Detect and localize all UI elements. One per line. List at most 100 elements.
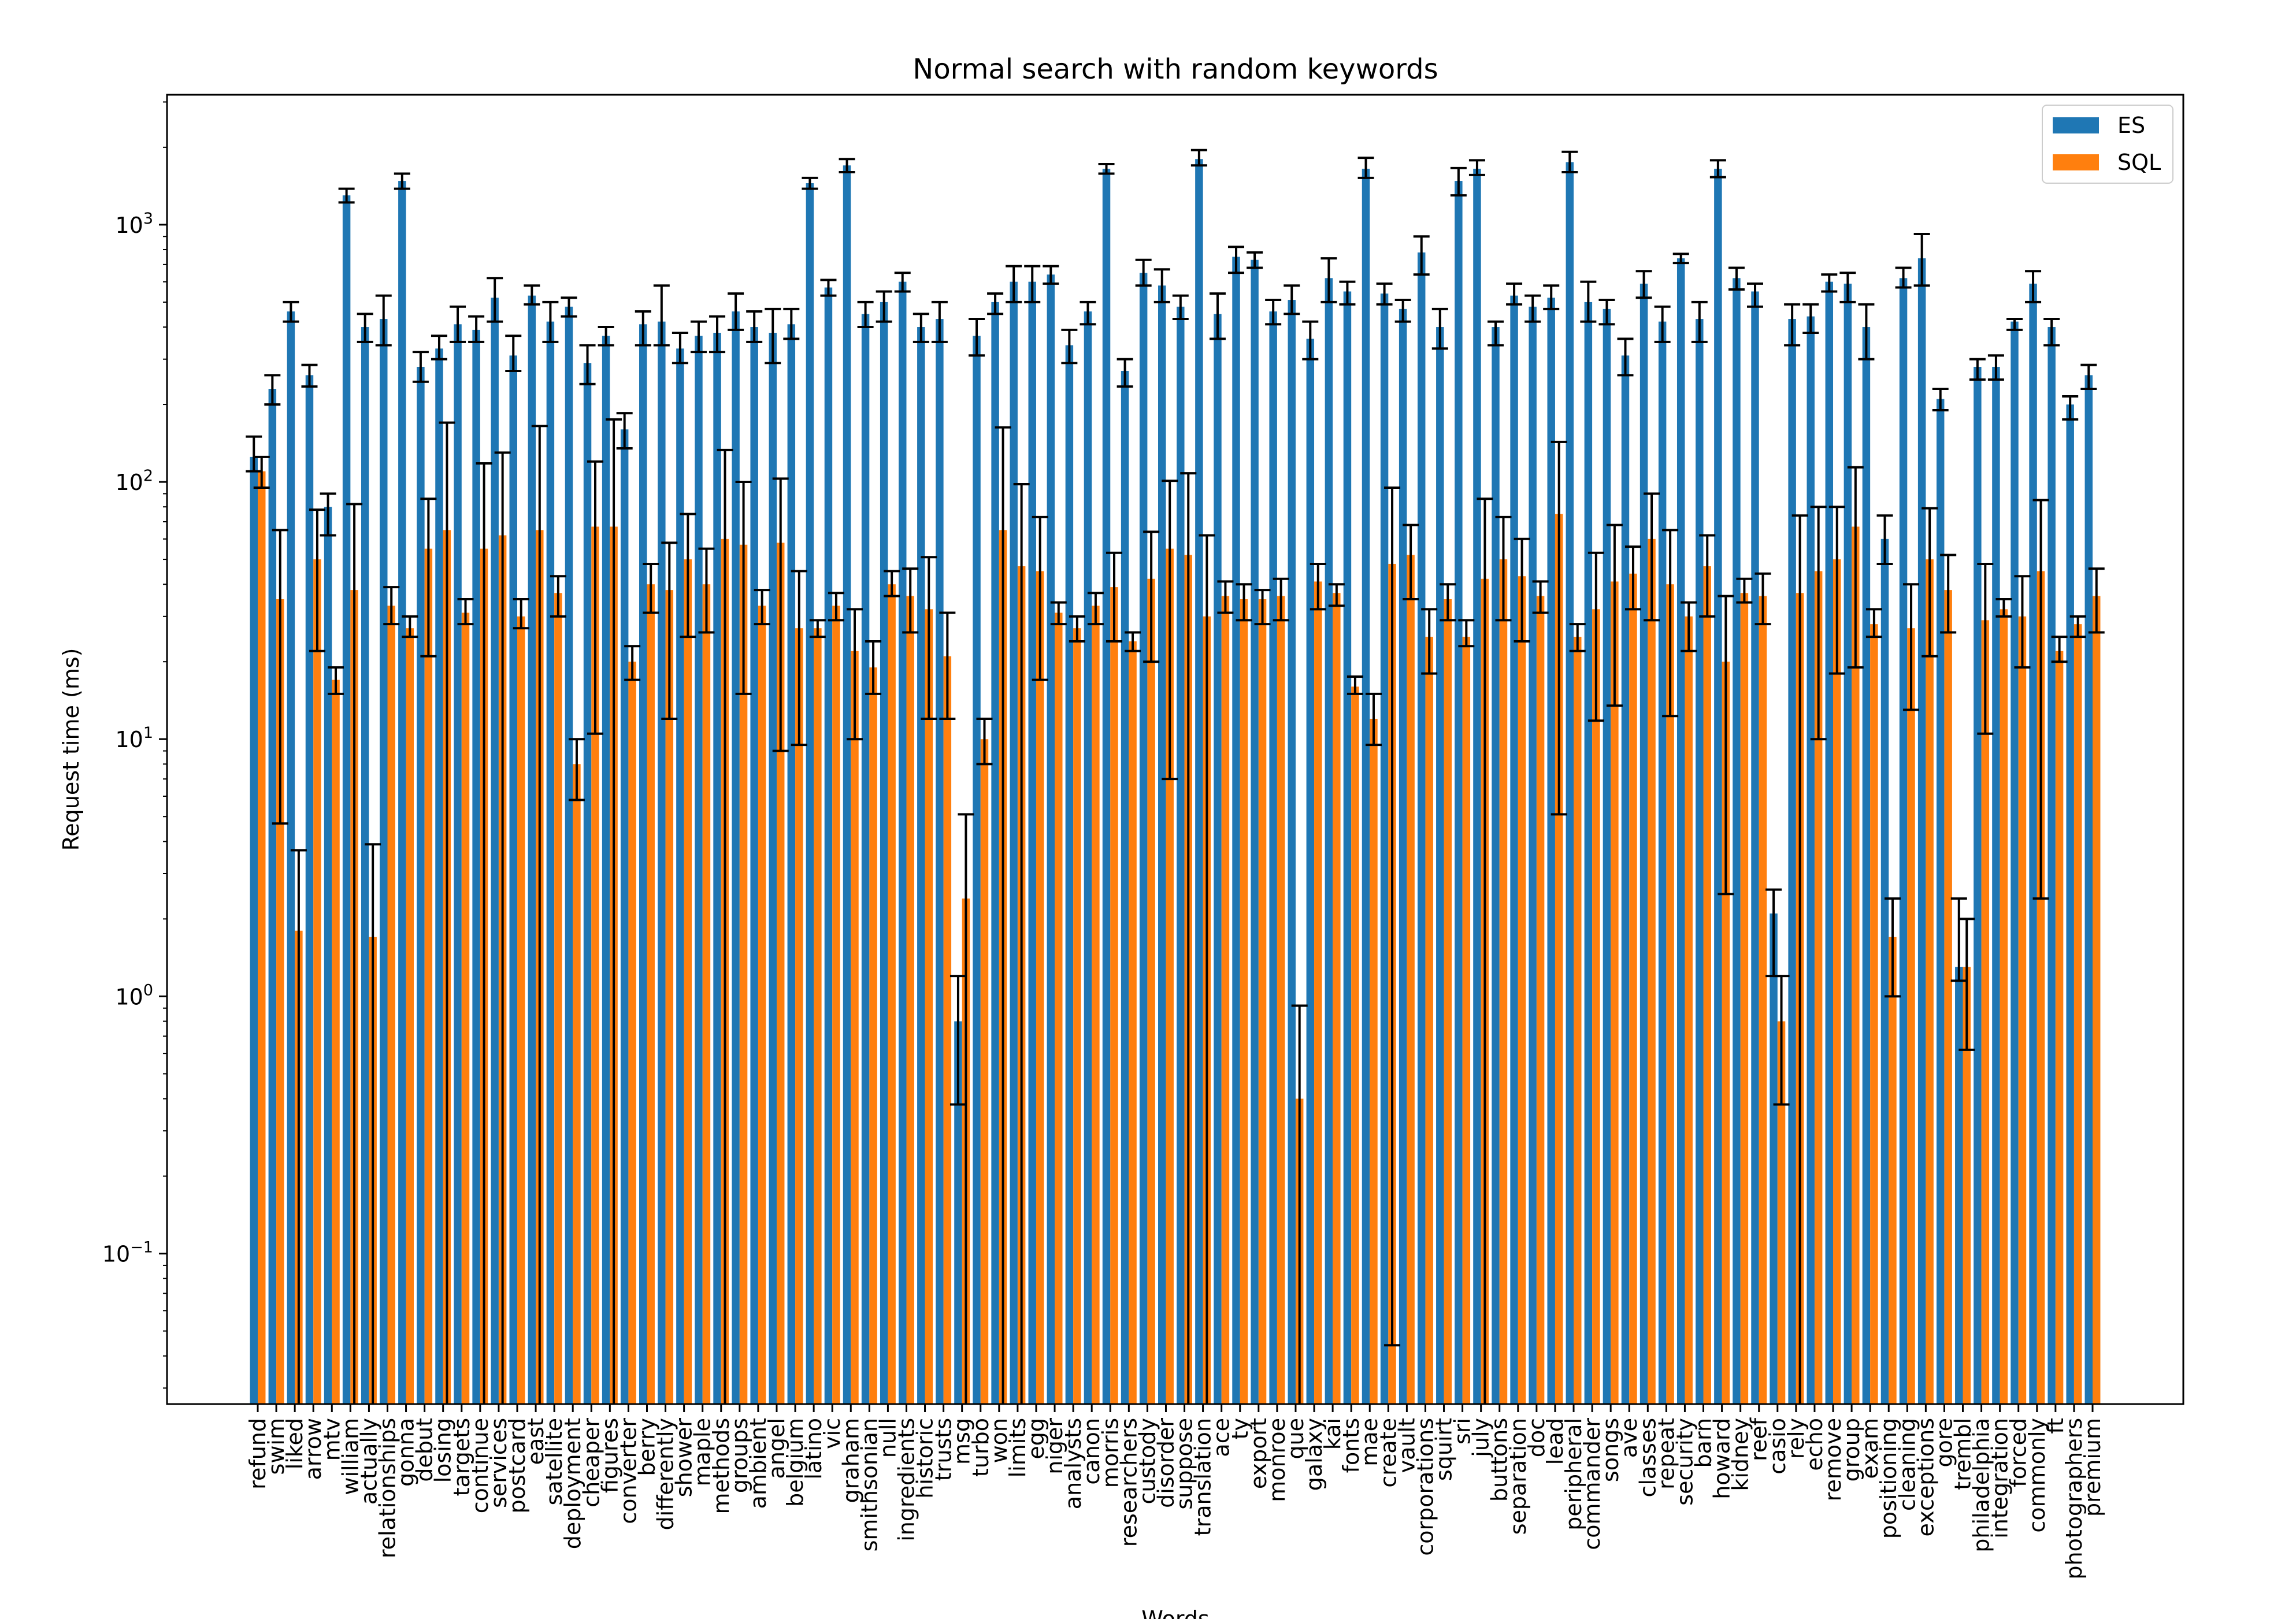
bar-es [620,429,629,1405]
bar-sql [2055,651,2064,1404]
x-tick-label: won [986,1418,1012,1463]
bar-sql [1277,596,1285,1404]
bar-es [1028,281,1036,1404]
bar-es [1696,319,1704,1404]
bar-es [342,195,351,1405]
bar-sql [1314,581,1322,1405]
bar-es [769,332,777,1405]
bar-es [1455,181,1463,1404]
x-tick-label: exam [1857,1418,1883,1479]
y-axis-label: Request time (ms) [58,648,84,851]
x-tick-label: exceptions [1913,1418,1938,1537]
x-tick-label: classes [1635,1418,1660,1498]
x-tick-label: premium [2080,1418,2105,1517]
bar-sql [795,628,803,1404]
legend: ES SQL [2042,105,2173,184]
bar-sql [258,471,266,1404]
bar-sql [1351,686,1359,1404]
x-tick-label: export [1246,1418,1271,1489]
bar-es [1047,274,1055,1404]
x-tick-label: graham [838,1418,863,1503]
bar-es [1733,278,1741,1404]
x-tick-label: positioning [1876,1418,1901,1539]
x-tick-label: william [337,1418,363,1495]
x-tick-label: trusts [931,1418,956,1481]
bar-sql [554,593,562,1404]
bar-es [454,324,462,1404]
bar-sql [1240,599,1248,1404]
x-tick-label: limits [1005,1418,1030,1477]
x-tick-label: services [486,1418,511,1508]
x-tick-label: doc [1524,1418,1549,1457]
bar-sql [851,651,859,1404]
bar-sql [1703,566,1711,1404]
bar-es [1436,327,1444,1404]
bar-es [528,295,536,1404]
bar-es [1084,311,1092,1404]
x-tick-label: commonly [2024,1418,2050,1533]
x-tick-label: egg [1023,1418,1049,1460]
bar-es [2048,327,2056,1404]
bar-es [843,165,851,1404]
bar-es [287,311,295,1404]
bar-es [1566,162,1574,1405]
bar-sql [1981,620,1990,1404]
bar-es [509,355,517,1404]
bar-es [1640,283,1648,1404]
x-tick-label: ambient [745,1418,771,1509]
bar-es [806,183,814,1404]
x-tick-label: canon [1079,1418,1104,1485]
x-tick-label: arrow [301,1418,326,1480]
x-tick-label: kidney [1728,1418,1753,1491]
bar-es [1770,913,1778,1404]
x-tick-label: shower [672,1418,697,1498]
y-tick-exponent: 3 [143,210,153,228]
x-tick-label: create [1375,1418,1401,1488]
y-tick-exponent: 2 [143,467,153,485]
bar-sql [1648,539,1656,1404]
bar-sql [2018,616,2027,1404]
x-tick-label: null [875,1418,900,1458]
bar-es [1102,169,1111,1404]
x-tick-label: kai [1320,1418,1345,1450]
bar-es [917,327,925,1404]
bar-sql [1073,628,1081,1404]
bar-sql [276,599,284,1404]
bar-es [732,311,740,1404]
x-tick-label: lead [1542,1418,1568,1465]
x-tick-label: echo [1802,1418,1827,1471]
x-tick-label: vault [1394,1418,1419,1473]
x-tick-label: gonna [394,1418,419,1487]
bar-es [1862,327,1871,1404]
bar-es [991,302,999,1404]
bar-es [1955,967,1963,1404]
bar-sql [980,739,989,1404]
bar-sql [1518,576,1526,1404]
bar-sql [1333,593,1341,1404]
x-tick-label: east [523,1418,548,1465]
legend-label-sql: SQL [2117,150,2161,175]
x-tick-label: refund [245,1418,270,1490]
bar-sql [1499,559,1508,1404]
bar-sql [1036,571,1044,1405]
bar-sql [1147,578,1155,1404]
bar-sql [1963,967,1971,1404]
bar-es [380,319,388,1404]
bar-sql [1425,637,1433,1404]
bar-es [398,181,406,1404]
bar-sql [1370,718,1378,1404]
bar-sql [1258,599,1267,1404]
bar-es [1232,257,1240,1404]
legend-swatch-sql [2053,154,2099,170]
x-tick-label: translation [1190,1418,1216,1536]
bar-es [1584,302,1593,1404]
x-tick-label: july [1468,1418,1494,1458]
x-axis-label: Words [1141,1606,1209,1619]
x-tick-label: turbo [968,1418,993,1477]
bar-es [1714,169,1722,1404]
x-tick-label: monroe [1264,1418,1290,1502]
x-tick-label: fonts [1338,1418,1364,1473]
bar-es [2011,321,2019,1404]
